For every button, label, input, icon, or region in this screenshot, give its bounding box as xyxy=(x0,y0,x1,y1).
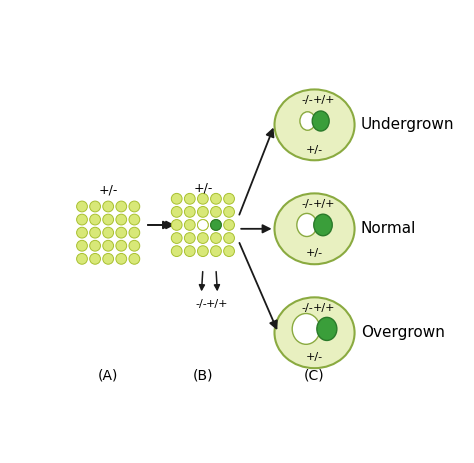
Circle shape xyxy=(184,246,195,257)
Ellipse shape xyxy=(300,112,315,130)
Circle shape xyxy=(210,194,221,204)
Circle shape xyxy=(171,194,182,204)
Circle shape xyxy=(90,214,100,225)
Circle shape xyxy=(184,233,195,244)
Text: +/+: +/+ xyxy=(206,299,229,309)
Text: +/-: +/- xyxy=(306,144,323,155)
Circle shape xyxy=(198,219,208,231)
Circle shape xyxy=(90,201,100,212)
Text: -/-: -/- xyxy=(301,95,313,105)
Circle shape xyxy=(198,219,208,231)
Circle shape xyxy=(129,201,140,212)
Text: (A): (A) xyxy=(98,368,118,382)
Circle shape xyxy=(210,246,221,257)
Circle shape xyxy=(224,233,235,244)
Text: (C): (C) xyxy=(304,368,325,382)
Text: -/-: -/- xyxy=(301,199,313,209)
Circle shape xyxy=(184,194,195,204)
Circle shape xyxy=(90,240,100,251)
Text: -/-: -/- xyxy=(301,303,313,313)
Circle shape xyxy=(210,219,221,231)
Text: +/-: +/- xyxy=(306,352,323,363)
Circle shape xyxy=(171,233,182,244)
Circle shape xyxy=(224,246,235,257)
Circle shape xyxy=(103,201,114,212)
Ellipse shape xyxy=(317,317,337,340)
Text: (B): (B) xyxy=(192,368,213,382)
Circle shape xyxy=(224,219,235,231)
Text: +/-: +/- xyxy=(99,184,118,197)
Circle shape xyxy=(198,246,208,257)
Circle shape xyxy=(116,253,127,264)
Ellipse shape xyxy=(297,213,317,237)
Ellipse shape xyxy=(274,89,355,160)
Ellipse shape xyxy=(312,111,329,131)
Circle shape xyxy=(77,214,87,225)
Circle shape xyxy=(129,214,140,225)
Circle shape xyxy=(116,240,127,251)
Circle shape xyxy=(77,227,87,238)
Circle shape xyxy=(171,206,182,217)
Circle shape xyxy=(77,253,87,264)
Circle shape xyxy=(224,194,235,204)
Circle shape xyxy=(103,240,114,251)
Circle shape xyxy=(198,194,208,204)
Circle shape xyxy=(210,219,221,231)
Circle shape xyxy=(116,227,127,238)
Circle shape xyxy=(171,246,182,257)
Circle shape xyxy=(103,227,114,238)
Circle shape xyxy=(198,233,208,244)
Circle shape xyxy=(77,201,87,212)
Text: +/+: +/+ xyxy=(312,199,335,209)
Text: Normal: Normal xyxy=(361,221,416,236)
Ellipse shape xyxy=(292,313,320,344)
Text: +/+: +/+ xyxy=(312,303,335,313)
Text: Overgrown: Overgrown xyxy=(361,325,445,340)
Circle shape xyxy=(77,240,87,251)
Ellipse shape xyxy=(274,194,355,264)
Circle shape xyxy=(129,240,140,251)
Ellipse shape xyxy=(314,214,332,236)
Circle shape xyxy=(116,201,127,212)
Circle shape xyxy=(129,227,140,238)
Circle shape xyxy=(90,227,100,238)
Circle shape xyxy=(210,233,221,244)
Circle shape xyxy=(116,214,127,225)
Circle shape xyxy=(224,206,235,217)
Circle shape xyxy=(103,214,114,225)
Text: -/-: -/- xyxy=(195,299,207,309)
Circle shape xyxy=(103,253,114,264)
Text: +/+: +/+ xyxy=(312,95,335,105)
Circle shape xyxy=(129,253,140,264)
Circle shape xyxy=(184,219,195,231)
Circle shape xyxy=(171,219,182,231)
Circle shape xyxy=(184,206,195,217)
Text: Undergrown: Undergrown xyxy=(361,117,454,132)
Ellipse shape xyxy=(274,297,355,368)
Text: +/-: +/- xyxy=(193,181,212,194)
Circle shape xyxy=(198,206,208,217)
Circle shape xyxy=(90,253,100,264)
Text: +/-: +/- xyxy=(306,249,323,258)
Circle shape xyxy=(210,206,221,217)
